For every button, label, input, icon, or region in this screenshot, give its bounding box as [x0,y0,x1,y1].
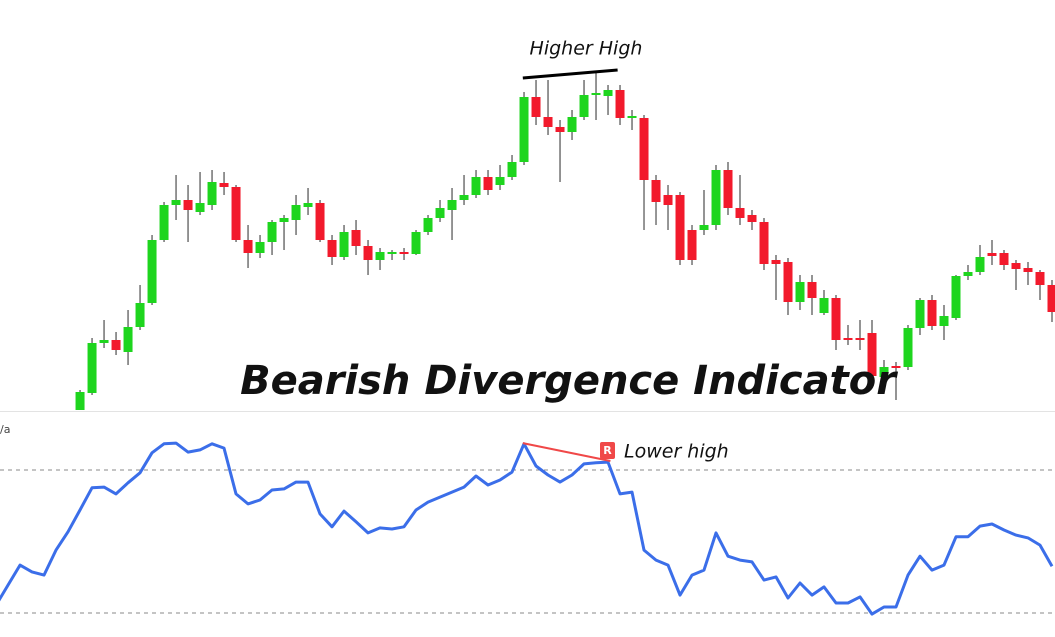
candle-body [687,230,697,260]
candle-body [591,93,601,95]
candle-body [183,200,193,210]
candle-body [615,90,625,118]
candle-body [459,195,469,200]
trendline [522,68,618,80]
annotation: Lower high [624,441,729,463]
candle-body [207,182,217,205]
candle-body [855,338,865,340]
candle-body [927,300,937,326]
candle-body [363,246,373,260]
candle-body [963,272,973,276]
candle-body [759,222,769,264]
badge: R [603,444,612,457]
candle-body [135,303,145,327]
candle-body [387,252,397,254]
candle-body [339,232,349,257]
candle-body [159,205,169,240]
candle-body [255,242,265,253]
candle-body [483,177,493,190]
candle-body [819,298,829,313]
candle-body [699,225,709,230]
candle-body [75,392,85,410]
candle-body [99,340,109,343]
candle-body [243,240,253,253]
candle-body [219,183,229,187]
candle-body [663,195,673,205]
candle-body [507,162,517,177]
candle-body [111,340,121,350]
candle-body [711,170,721,225]
candle-body [915,300,925,328]
candle-body [399,252,409,254]
candle-body [783,262,793,302]
candle-body [423,218,433,232]
indicator-line [0,441,1054,616]
candle-body [123,327,133,352]
candle-body [723,170,733,208]
candle-body [999,253,1009,265]
candle-body [627,116,637,118]
candle-body [87,343,97,393]
candle-body [1011,263,1021,269]
candle-body [831,298,841,340]
candle-body [771,260,781,264]
candle-body [987,253,997,256]
candle-body [903,328,913,367]
candle-body [495,177,505,185]
candle-body [291,205,301,220]
candle-body [279,218,289,222]
candle-body [651,180,661,202]
candle-body [795,282,805,302]
candle-body [471,177,481,195]
indicator-label: /a [0,423,10,436]
candle-body [951,276,961,318]
trendline [522,442,611,462]
candle-body [231,187,241,240]
candle-body [555,127,565,132]
badge-bg [600,442,615,459]
candle-body [171,200,181,205]
candle-body [315,203,325,240]
candle-body [603,90,613,96]
candle-body [735,208,745,218]
candle-body [747,215,757,222]
candle-body [1023,268,1033,272]
candle-body [303,203,313,207]
candle-body [1047,285,1055,312]
candle-body [447,200,457,210]
candle-body [531,97,541,117]
candle-body [579,95,589,117]
candle-body [147,240,157,303]
candle-body [939,316,949,326]
candle-body [867,333,877,376]
candle-body [519,97,529,162]
candle-body [807,282,817,298]
candle-body [327,240,337,257]
candle-body [351,230,361,246]
candle-body [267,222,277,242]
candle-body [975,257,985,272]
candle-body [1035,272,1045,285]
candle-body [567,117,577,132]
candle-body [195,203,205,212]
candle-body [435,208,445,218]
candle-body [843,338,853,340]
annotation: Higher High [530,38,643,60]
candle-body [375,252,385,260]
candle-body [675,195,685,260]
candle-body [879,367,889,377]
candle-body [543,117,553,127]
candle-body [639,118,649,180]
chart-title: Bearish Divergence Indicator [240,358,898,404]
candle-body [891,366,901,368]
candle-body [411,232,421,254]
